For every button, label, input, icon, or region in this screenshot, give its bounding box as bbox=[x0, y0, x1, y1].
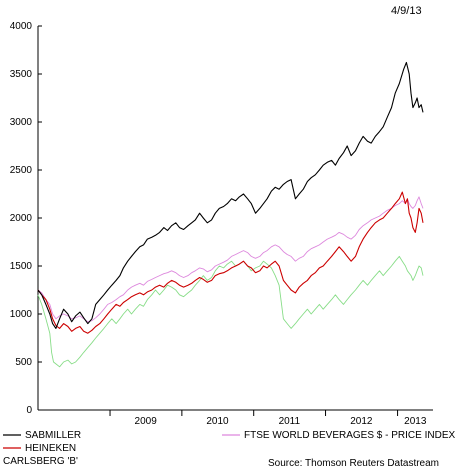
y-tick-label: 3000 bbox=[10, 117, 33, 128]
date-stamp: 4/9/13 bbox=[391, 5, 422, 17]
legend-item-carlsberg: CARLSBERG 'B' bbox=[3, 456, 78, 467]
y-tick-label: 4000 bbox=[10, 21, 33, 32]
y-tick-label: 1000 bbox=[10, 309, 33, 320]
y-axis: 0 500 1000 1500 2000 2500 3000 3500 4000 bbox=[10, 21, 42, 416]
series-line-ftse bbox=[37, 196, 424, 323]
x-tick-label: 2013 bbox=[404, 416, 427, 427]
y-tick-label: 1500 bbox=[10, 261, 33, 272]
legend-label: CARLSBERG 'B' bbox=[3, 456, 78, 467]
legend-item-ftse: FTSE WORLD BEVERAGES $ - PRICE INDEX bbox=[222, 430, 455, 441]
y-tick-label: 2000 bbox=[10, 213, 33, 224]
x-tick-label: 2009 bbox=[135, 416, 158, 427]
y-tick-label: 500 bbox=[15, 357, 32, 368]
y-tick-label: 2500 bbox=[10, 165, 33, 176]
x-tick-label: 2011 bbox=[279, 416, 301, 427]
series-line-sabmiller bbox=[37, 61, 424, 329]
x-tick-label: 2012 bbox=[350, 416, 373, 427]
legend-label: SABMILLER bbox=[25, 430, 81, 441]
x-axis: 2009 2010 2011 2012 2013 bbox=[38, 409, 433, 427]
source-note: Source: Thomson Reuters Datastream bbox=[268, 458, 439, 469]
legend: SABMILLER HEINEKEN CARLSBERG 'B' FTSE WORLD… bbox=[3, 430, 455, 467]
legend-item-sabmiller: SABMILLER bbox=[3, 430, 81, 441]
series-line-heineken bbox=[37, 191, 424, 334]
y-tick-label: 0 bbox=[26, 405, 32, 416]
x-tick-label: 2010 bbox=[206, 416, 229, 427]
legend-item-heineken: HEINEKEN bbox=[3, 443, 76, 454]
legend-label: FTSE WORLD BEVERAGES $ - PRICE INDEX bbox=[244, 430, 455, 441]
y-tick-label: 3500 bbox=[10, 69, 33, 80]
legend-label: HEINEKEN bbox=[25, 443, 76, 454]
series-lines bbox=[37, 61, 424, 368]
